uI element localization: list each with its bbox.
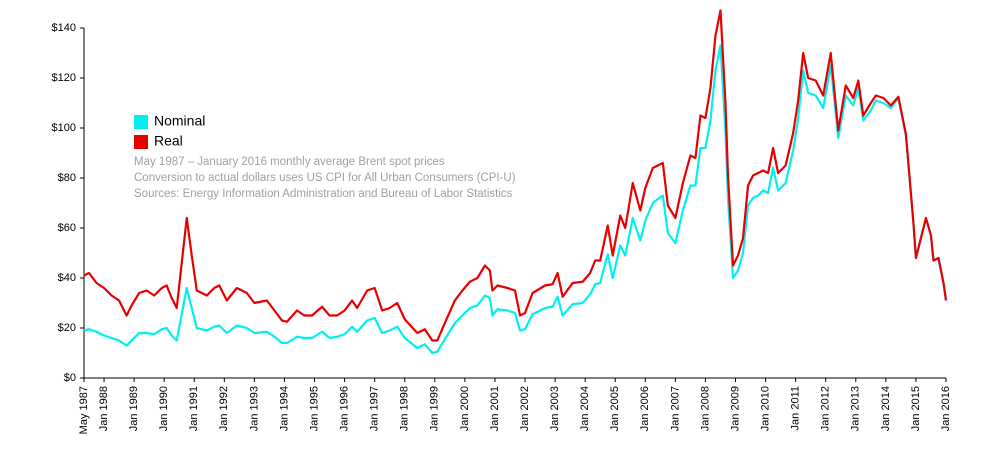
series-line [83,44,948,355]
note: Conversion to actual dollars uses US CPI… [134,172,516,184]
y-tick-label: $20 [58,322,76,334]
legend-swatch [134,135,148,149]
y-tick-label: $140 [52,22,76,34]
x-tick-label: Jan 1988 [98,386,110,431]
x-tick-label: Jan 2003 [549,386,561,431]
y-tick-label: $60 [58,222,76,234]
x-tick-label: Jan 2013 [850,386,862,431]
x-tick-label: Jan 2011 [790,386,802,430]
x-tick-label: Jan 1991 [188,386,200,431]
y-tick-label: $80 [58,172,76,184]
x-tick-label: Jan 2005 [609,386,621,431]
y-tick-label: $40 [58,272,76,284]
x-tick-label: Jan 1996 [339,386,351,431]
x-tick-label: Jan 2010 [759,386,771,431]
x-tick-label: Jan 1994 [278,386,290,431]
x-tick-label: Jan 2012 [820,386,832,431]
x-tick-label: Jan 2000 [459,386,471,431]
y-tick-label: $0 [64,372,76,384]
x-tick-label: Jan 2001 [489,386,501,431]
x-tick-label: Jan 2016 [940,386,952,431]
x-tick-label: Jan 2009 [729,386,741,431]
x-tick-label: Jan 2015 [910,386,922,431]
x-tick-label: Jan 2002 [519,386,531,431]
x-tick-label: Jan 1999 [429,386,441,431]
series-line [83,9,948,342]
x-tick-label: Jan 1998 [399,386,411,431]
y-tick-label: $100 [52,122,76,134]
legend-label: Nominal [154,113,205,129]
x-tick-label: Jan 1993 [248,386,260,431]
note: May 1987 – January 2016 monthly average … [134,156,445,168]
legend-swatch [134,115,148,129]
x-tick-label: Jan 2014 [880,386,892,431]
x-tick-label: Jan 2008 [699,386,711,431]
legend-label: Real [154,133,183,149]
x-tick-label: Jan 1989 [128,386,140,431]
x-tick-label: Jan 2006 [639,386,651,431]
x-tick-label: Jan 1992 [218,386,230,431]
x-tick-label: Jan 1997 [369,386,381,431]
x-tick-label: May 1987 [78,386,90,434]
x-tick-label: Jan 1990 [158,386,170,431]
x-tick-label: Jan 1995 [308,386,320,431]
note: Sources: Energy Information Administrati… [134,188,513,200]
x-tick-label: Jan 2007 [669,386,681,431]
x-tick-label: Jan 2004 [579,386,591,431]
y-tick-label: $120 [52,72,76,84]
